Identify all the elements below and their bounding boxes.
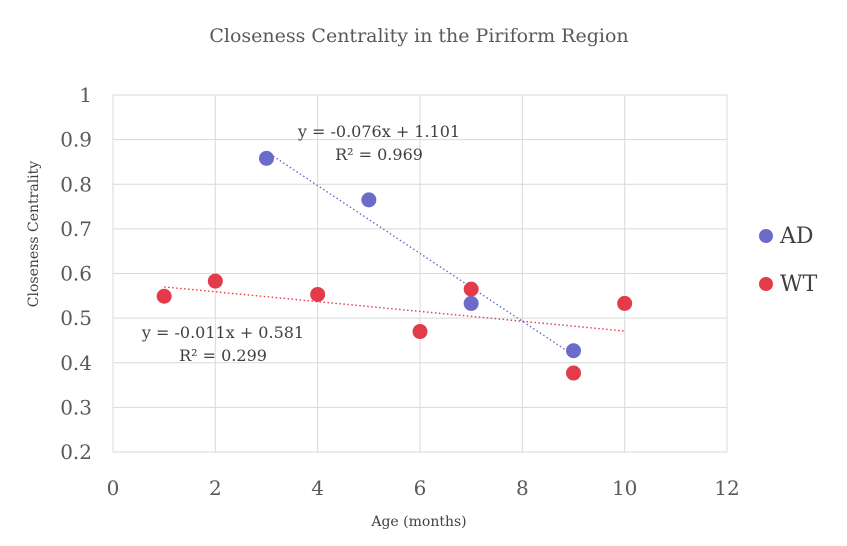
x-tick-label: 0 xyxy=(107,476,120,500)
y-tick-label: 0.7 xyxy=(60,217,92,241)
data-points xyxy=(156,150,633,381)
trendline-ad xyxy=(266,151,574,356)
point-ad xyxy=(463,295,479,311)
y-axis-label: Closeness Centrality xyxy=(26,161,42,307)
point-ad xyxy=(566,343,581,359)
trendline-wt xyxy=(164,286,625,332)
point-wt xyxy=(310,286,326,302)
trendline-annotations: y = -0.076x + 1.101 R² = 0.969 y = -0.01… xyxy=(141,122,460,365)
x-tick-labels: 0 2 4 6 8 10 12 xyxy=(107,476,740,500)
x-tick-label: 10 xyxy=(612,476,637,500)
legend-marker-ad xyxy=(759,229,773,243)
y-tick-label: 0.3 xyxy=(60,395,92,419)
point-ad xyxy=(361,192,377,208)
y-tick-labels: 0.2 0.3 0.4 0.5 0.6 0.7 0.8 0.9 1 xyxy=(60,83,92,464)
wt-trendline-equation: y = -0.011x + 0.581 xyxy=(141,323,304,342)
point-wt xyxy=(156,288,172,304)
y-tick-label: 0.8 xyxy=(60,172,92,196)
y-tick-label: 0.9 xyxy=(60,128,92,152)
x-tick-label: 4 xyxy=(311,476,324,500)
y-tick-label: 0.2 xyxy=(60,440,92,464)
y-tick-label: 0.5 xyxy=(60,306,92,330)
point-wt xyxy=(566,365,581,381)
point-wt xyxy=(207,273,223,289)
x-tick-label: 12 xyxy=(714,476,739,500)
x-tick-label: 2 xyxy=(209,476,222,500)
wt-trendline-r2: R² = 0.299 xyxy=(179,346,267,365)
legend: AD WT xyxy=(759,224,818,297)
legend-label-ad: AD xyxy=(779,224,814,249)
chart-title: Closeness Centrality in the Piriform Reg… xyxy=(209,25,628,47)
y-tick-label: 0.4 xyxy=(60,351,92,375)
ad-trendline-equation: y = -0.076x + 1.101 xyxy=(297,122,460,141)
gridlines xyxy=(112,94,728,453)
legend-label-wt: WT xyxy=(780,272,818,297)
ad-trendline-r2: R² = 0.969 xyxy=(335,145,423,164)
x-axis-label: Age (months) xyxy=(370,514,466,530)
x-tick-label: 8 xyxy=(516,476,529,500)
trendlines xyxy=(164,151,625,356)
x-tick-label: 6 xyxy=(414,476,427,500)
point-wt xyxy=(463,281,479,297)
point-wt xyxy=(617,295,633,311)
legend-marker-wt xyxy=(759,277,773,291)
y-tick-label: 0.6 xyxy=(60,262,92,286)
point-ad xyxy=(259,150,274,166)
point-wt xyxy=(412,324,428,340)
y-tick-label: 1 xyxy=(79,83,92,107)
